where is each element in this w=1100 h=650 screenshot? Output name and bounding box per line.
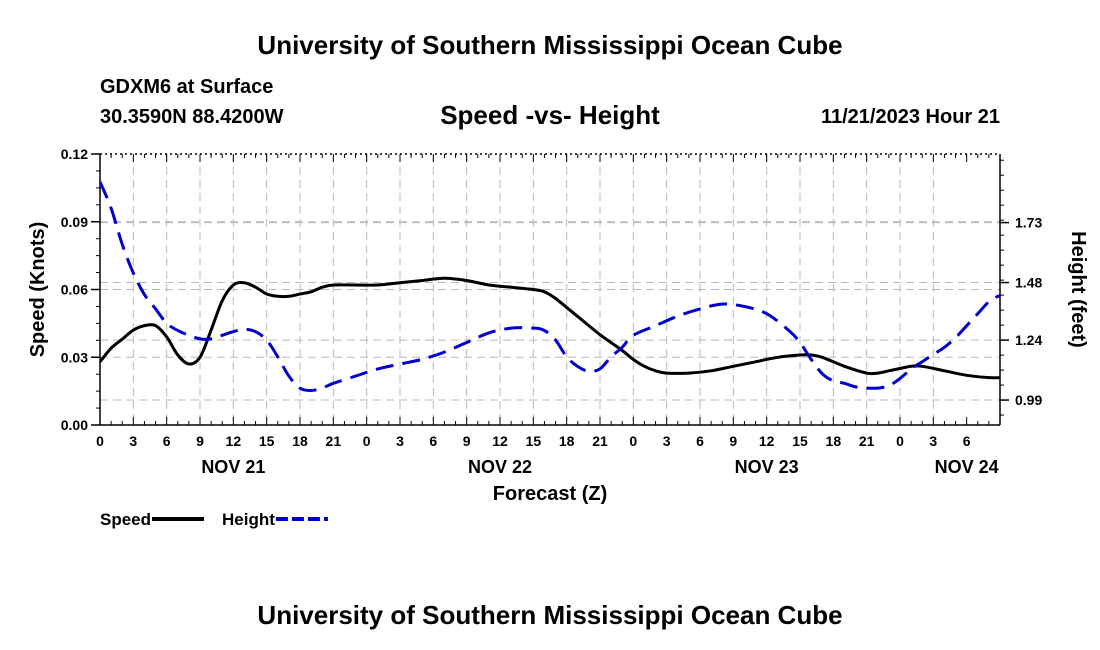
y-tick-label: 0.09: [61, 214, 88, 230]
x-tick-label: 3: [929, 433, 937, 449]
x-tick-label: 9: [463, 433, 471, 449]
station-coordinates: 30.3590N 88.4200W: [100, 106, 284, 128]
series-lines: [100, 181, 1000, 392]
x-day-label: NOV 23: [735, 457, 799, 477]
x-tick-label: 12: [492, 433, 508, 449]
x-tick-label: 3: [663, 433, 671, 449]
x-tick-label: 15: [792, 433, 808, 449]
y-tick-label: 0.00: [61, 417, 88, 433]
x-tick-label: 9: [196, 433, 204, 449]
axis-labels: 0 3 6 9 12 15 18 21 0 3 6 9 12 15 18 21 0 3 6 9 12 15 18 21 0 3 6 N…: [27, 146, 1089, 505]
x-tick-label: 6: [429, 433, 437, 449]
grid: [100, 154, 1000, 425]
y-tick-label: 0.03: [61, 349, 88, 365]
x-tick-label: 15: [259, 433, 275, 449]
x-tick-label: 12: [759, 433, 775, 449]
y-tick-label: 0.12: [61, 146, 88, 162]
legend-label-height: Height: [222, 510, 275, 529]
x-tick-label: 6: [963, 433, 971, 449]
x-tick-label: 9: [729, 433, 737, 449]
speed-line: [100, 276, 1000, 380]
x-tick-label: 15: [526, 433, 542, 449]
x-tick-label: 21: [326, 433, 342, 449]
x-tick-label: 6: [696, 433, 704, 449]
chart-title: Speed -vs- Height: [440, 100, 660, 130]
x-tick-label: 0: [363, 433, 371, 449]
speed-height-chart: 0 3 6 9 12 15 18 21 0 3 6 9 12 15 18 21 0 3 6 9 12 15 18 21 0 3 6 N…: [27, 146, 1089, 529]
y2-tick-label: 0.99: [1015, 392, 1042, 408]
x-tick-label: 0: [896, 433, 904, 449]
x-tick-label: 0: [629, 433, 637, 449]
station-label: GDXM6 at Surface: [100, 76, 274, 98]
x-axis-title: Forecast (Z): [493, 483, 607, 505]
x-day-label: NOV 22: [468, 457, 532, 477]
x-tick-label: 21: [859, 433, 875, 449]
y-axis-title: Speed (Knots): [27, 222, 49, 358]
x-tick-label: 18: [559, 433, 575, 449]
y2-axis-title: Height (feet): [1067, 231, 1089, 348]
chart-main-title: University of Southern Mississippi Ocean…: [257, 30, 843, 60]
y2-tick-label: 1.48: [1015, 275, 1042, 291]
legend: Speed Height: [100, 510, 328, 529]
axes: [91, 153, 1009, 426]
legend-label-speed: Speed: [100, 510, 151, 529]
y2-tick-label: 1.73: [1015, 215, 1042, 231]
x-tick-label: 3: [129, 433, 137, 449]
run-time-label: 11/21/2023 Hour 21: [820, 106, 1000, 128]
x-tick-label: 3: [396, 433, 404, 449]
x-tick-label: 12: [226, 433, 242, 449]
y2-tick-label: 1.24: [1015, 332, 1042, 348]
x-tick-label: 18: [826, 433, 842, 449]
x-day-label: NOV 21: [201, 457, 265, 477]
x-tick-label: 21: [592, 433, 608, 449]
height-line: [100, 181, 1000, 392]
chart-bottom-title: University of Southern Mississippi Ocean…: [257, 600, 843, 630]
x-tick-label: 18: [292, 433, 308, 449]
x-tick-label: 0: [96, 433, 104, 449]
y-tick-label: 0.06: [61, 282, 88, 298]
x-day-label: NOV 24: [935, 457, 999, 477]
x-tick-label: 6: [163, 433, 171, 449]
